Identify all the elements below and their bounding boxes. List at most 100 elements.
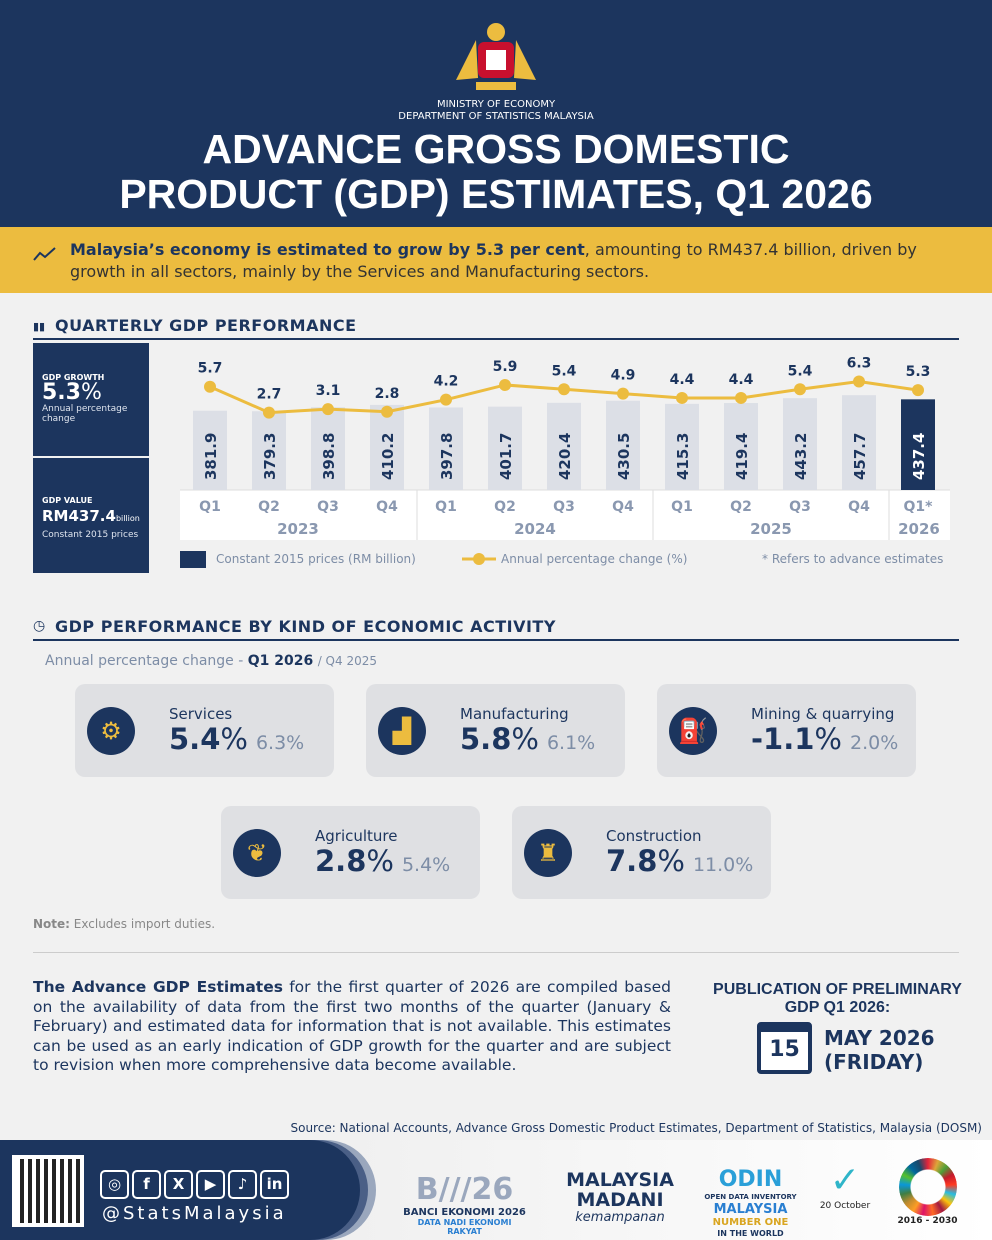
divider [33, 952, 959, 953]
quarter-label: Q2 [730, 499, 752, 515]
sector-previous-growth: 5.4% [401, 854, 451, 876]
crane-icon: ♜ [524, 829, 572, 877]
ministry-name: MINISTRY OF ECONOMY [436, 99, 556, 110]
malaysia-madani-logo: MALAYSIA MADANI kemampanan [566, 1169, 674, 1225]
gdp-bar [783, 398, 817, 490]
legend-line-label: Annual percentage change (%) [501, 552, 688, 566]
growth-point [794, 383, 806, 396]
banci-ekonomi-logo: B///26 BANCI EKONOMI 2026 DATA NADI EKONOM… [403, 1172, 526, 1236]
bar-value-label: 419.4 [733, 433, 751, 480]
sector-previous-growth: 6.3% [255, 732, 305, 754]
growth-value-label: 5.3 [906, 364, 931, 380]
section-activity-title: GDP PERFORMANCE BY KIND OF ECONOMIC ACTI… [33, 617, 959, 641]
growth-value-label: 5.9 [493, 359, 518, 375]
growth-value-label: 2.7 [257, 387, 282, 403]
sector-previous-growth: 2.0% [849, 732, 899, 754]
growth-point [381, 405, 393, 418]
growth-point [912, 384, 924, 397]
quarterly-gdp-chart: 381.9 Q1 379.3 Q2 398.8 Q3 410.2 Q4 397.8 Q1 401.7… [180, 356, 950, 540]
odin-logo: ODIN OPEN DATA INVENTORY MALAYSIA NUMBER ON… [704, 1167, 797, 1239]
gdp-bar [311, 407, 345, 490]
oil-rig-icon: ⛽ [669, 707, 717, 755]
bar-value-label: 398.8 [320, 433, 338, 480]
gdp-bar [193, 410, 227, 490]
sector-card: ▟ Manufacturing 5.8% 6.1% [366, 684, 625, 777]
bar-value-label: 457.7 [851, 433, 869, 480]
sector-values: 5.4% 6.3% [169, 722, 304, 756]
legend-bar-swatch [180, 551, 206, 568]
quarter-label: Q4 [848, 499, 870, 515]
sector-values: 2.8% 5.4% [315, 844, 450, 878]
gdp-bar [901, 399, 935, 490]
growth-value-label: 4.4 [670, 372, 695, 388]
year-label: 2026 [898, 520, 940, 538]
quarter-label: Q3 [317, 499, 339, 515]
growth-value-label: 3.1 [316, 383, 341, 399]
sector-card: ⛽ Mining & quarrying -1.1% 2.0% [657, 684, 916, 777]
year-label: 2024 [514, 520, 556, 538]
growth-value-label: 4.9 [611, 368, 636, 384]
sector-name: Manufacturing [460, 705, 569, 723]
header: MINISTRY OF ECONOMY DEPARTMENT OF STATIS… [0, 0, 992, 227]
tiktok-icon[interactable]: ♪ [228, 1170, 257, 1199]
world-statistics-day-logo: ✓ 20 October [819, 1160, 871, 1211]
methodology-text: The Advance GDP Estimates for the first … [33, 978, 671, 1074]
youtube-icon[interactable]: ▶ [196, 1170, 225, 1199]
clock-icon: ◷ [33, 618, 46, 634]
instagram-icon[interactable]: ◎ [100, 1170, 129, 1199]
sdg-logo: 2016 - 2030 [890, 1158, 965, 1226]
trend-up-icon [33, 247, 56, 261]
page-title: ADVANCE GROSS DOMESTIC PRODUCT (GDP) ESTI… [119, 126, 873, 217]
gdp-value-panel: GDP VALUE RM437.4billion Constant 2015 p… [33, 458, 149, 573]
bar-value-label: 430.5 [615, 433, 633, 480]
social-handle[interactable]: @StatsMalaysia [102, 1203, 287, 1224]
x-icon[interactable]: X [164, 1170, 193, 1199]
department-name: DEPARTMENT OF STATISTICS MALAYSIA [398, 111, 594, 122]
advance-estimate-note: * Refers to advance estimates [762, 552, 944, 566]
note: Note: Excludes import duties. [33, 917, 216, 931]
growth-point [499, 378, 511, 391]
palm-icon: ❦ [233, 829, 281, 877]
growth-point [263, 406, 275, 419]
quarter-label: Q1 [199, 499, 221, 515]
quarter-label: Q1 [671, 499, 693, 515]
legend-line-swatch [462, 553, 496, 565]
growth-point [558, 383, 570, 396]
publication-date: MAY 2026 (FRIDAY) [824, 1026, 935, 1074]
social-icons: ◎ f X ▶ ♪ in [100, 1170, 292, 1199]
gdp-growth-panel: GDP GROWTH 5.3% Annual percentage change [33, 343, 149, 456]
factory-icon: ▟ [378, 707, 426, 755]
growth-value-label: 6.3 [847, 356, 872, 372]
bar-chart-icon: ▮▮ [33, 320, 46, 333]
sector-name: Agriculture [315, 827, 398, 845]
growth-point [322, 403, 334, 416]
sector-current-growth: 7.8% [606, 844, 685, 878]
sector-name: Construction [606, 827, 702, 845]
section-quarterly-title: QUARTERLY GDP PERFORMANCE [33, 316, 959, 340]
quarter-label: Q4 [612, 499, 634, 515]
year-label: 2023 [277, 520, 319, 538]
bar-value-label: 410.2 [379, 433, 397, 480]
gdp-bar [606, 400, 640, 490]
quarter-label: Q3 [789, 499, 811, 515]
gdp-bar [724, 403, 758, 490]
growth-value-label: 5.4 [788, 363, 813, 379]
bar-value-label: 437.4 [910, 433, 928, 480]
linkedin-icon[interactable]: in [260, 1170, 289, 1199]
summary-banner: Malaysia’s economy is estimated to grow … [0, 227, 992, 293]
growth-point [617, 387, 629, 400]
bar-value-label: 443.2 [792, 433, 810, 480]
sector-name: Mining & quarrying [751, 705, 895, 723]
coat-of-arms-logo [456, 23, 536, 90]
quarter-label: Q1* [904, 499, 934, 515]
sector-previous-growth: 6.1% [546, 732, 596, 754]
growth-value-label: 2.8 [375, 386, 400, 402]
facebook-icon[interactable]: f [132, 1170, 161, 1199]
qr-code[interactable] [12, 1155, 84, 1227]
gdp-bar [842, 395, 876, 490]
growth-point [735, 391, 747, 404]
footer-social-panel: ◎ f X ▶ ♪ in @StatsMalaysia [0, 1140, 360, 1240]
growth-value-label: 5.7 [198, 361, 223, 377]
sector-card: ♜ Construction 7.8% 11.0% [512, 806, 771, 899]
sector-card: ❦ Agriculture 2.8% 5.4% [221, 806, 480, 899]
